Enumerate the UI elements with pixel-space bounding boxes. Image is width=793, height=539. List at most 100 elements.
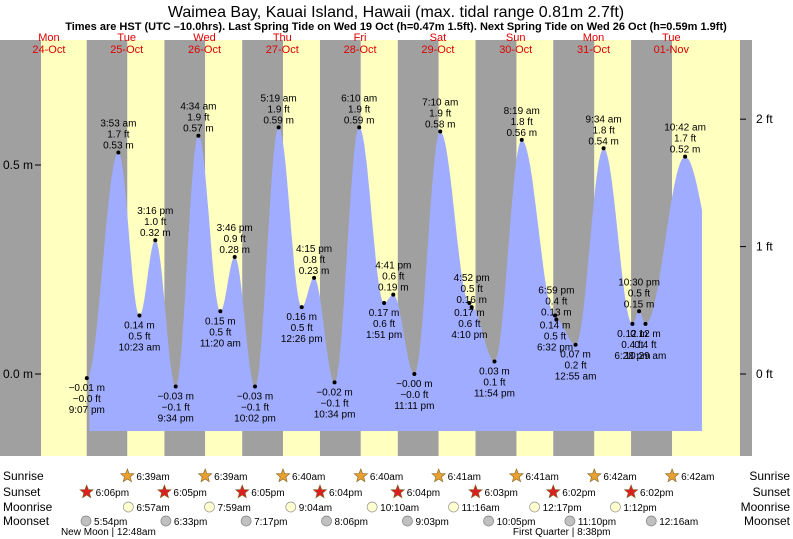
sunset-time: 6:03pm (485, 488, 518, 499)
low-tide-label: 4:10 pm (451, 330, 487, 341)
high-tide-point (153, 238, 158, 243)
high-tide-label: 7:10 am (422, 98, 458, 109)
left-axis: 0.5 m 0.0 m (3, 158, 41, 381)
sunset-time: 6:05pm (173, 488, 206, 499)
low-tide-label: 0.5 ft (544, 331, 566, 342)
day-date: 26-Oct (188, 44, 221, 56)
high-tide-label: 0.54 m (588, 136, 619, 147)
low-tide-point (299, 305, 304, 310)
high-tide-label: 3:16 pm (137, 206, 173, 217)
high-tide-label: 6:10 am (341, 93, 377, 104)
chart-title: Waimea Bay, Kauai Island, Hawaii (max. t… (168, 4, 624, 21)
moonset-icon (160, 515, 172, 527)
day-of-week: Thu (273, 32, 292, 44)
sunrise-icon (664, 468, 680, 483)
high-tide-point (276, 125, 281, 130)
day-of-week: Tue (662, 32, 681, 44)
sunrise-icon (508, 468, 524, 483)
low-tide-label: 0.4 ft (621, 340, 643, 351)
high-tide-label: 3:53 am (100, 118, 136, 129)
moonset-icon (483, 515, 494, 527)
sunset-icon (545, 484, 561, 499)
chart-subtitle: Times are HST (UTC –10.0hrs). Last Sprin… (65, 21, 727, 33)
tide-area (89, 127, 702, 432)
sunrise-time: 6:42am (681, 472, 714, 483)
moonrise-time: 9:04am (299, 503, 332, 514)
moonrise-icon (529, 501, 540, 513)
sunset-icon (390, 484, 406, 499)
low-tide-label: −0.1 ft (241, 403, 269, 414)
low-tide-label: 0.6 ft (458, 319, 480, 330)
low-tide-label: 0.12 m (630, 329, 661, 340)
moonset-time: 6:33pm (174, 517, 207, 528)
low-tide-label: 6:28 pm (614, 351, 650, 362)
high-tide-label: 0.52 m (670, 145, 701, 156)
low-tide-point (467, 300, 472, 305)
low-tide-label: 0.14 m (124, 320, 155, 331)
low-tide-label: −0.0 ft (73, 394, 101, 405)
low-tide-label: 0.1 ft (483, 377, 505, 388)
high-tide-label: 0.15 m (624, 299, 655, 310)
moonrise-time: 7:59am (217, 503, 250, 514)
moonset-time: 11:10pm (578, 517, 616, 528)
day-date: 01-Nov (654, 44, 690, 56)
moonrise-row-label: Moonrise (741, 500, 791, 514)
low-tide-label: −0.03 m (237, 392, 273, 403)
sunrise-icon (119, 468, 135, 483)
high-tide-label: 0.59 m (344, 115, 375, 126)
day-date: 28-Oct (344, 44, 377, 56)
high-tide-label: 1.9 ft (429, 109, 451, 120)
low-tide-point (173, 384, 178, 389)
high-tide-label: 6:59 pm (538, 286, 574, 297)
day-of-week: Mon (38, 32, 59, 44)
moonset-time: 12:16am (659, 517, 698, 528)
day-of-week: Tue (117, 32, 136, 44)
high-tide-label: 4:15 pm (296, 244, 332, 255)
high-tide-label: 0.9 ft (224, 234, 246, 245)
low-tide-point (382, 300, 387, 305)
frame-right (740, 40, 752, 456)
sunset-time: 6:02pm (562, 488, 595, 499)
high-tide-label: 0.32 m (140, 228, 171, 239)
day-band (41, 40, 87, 456)
moonset-icon (564, 515, 576, 527)
moonrise-icon (204, 501, 215, 513)
high-tide-label: 1.8 ft (592, 125, 614, 136)
moonset-time: 8:06pm (335, 517, 368, 528)
low-tide-label: 0.17 m (454, 308, 485, 319)
moonset-icon (321, 515, 332, 527)
low-tide-point (84, 376, 89, 381)
tide-extremes: −0.01 m−0.0 ft9:07 pm3:53 am1.7 ft0.53 m… (69, 93, 706, 424)
high-tide-point (637, 309, 642, 314)
right-tick-label: 0 ft (756, 367, 773, 381)
low-tide-label: −0.03 m (158, 392, 194, 403)
high-tide-point (683, 154, 688, 159)
moonset-icon (402, 515, 413, 527)
low-tide-label: 1:51 pm (366, 330, 402, 341)
high-tide-label: 0.57 m (183, 124, 214, 135)
high-tide-point (554, 317, 559, 322)
low-tide-label: 10:23 am (119, 342, 161, 353)
low-tide-label: −0.01 m (69, 383, 105, 394)
day-of-week: Wed (193, 32, 215, 44)
high-tide-label: 1.9 ft (187, 113, 209, 124)
low-tide-label: 0.17 m (369, 308, 400, 319)
low-tide-point (253, 384, 258, 389)
high-tide-point (438, 129, 443, 134)
day-of-week: Sat (430, 32, 447, 44)
low-tide-point (573, 342, 578, 347)
high-tide-label: 0.59 m (263, 115, 294, 126)
moonrise-icon (285, 501, 297, 513)
right-axis: 2 ft 1 ft 0 ft (740, 112, 773, 381)
high-tide-point (196, 133, 201, 138)
low-tide-label: −0.0 ft (400, 390, 428, 401)
day-of-week: Mon (583, 32, 604, 44)
low-tide-label: 12:55 am (555, 372, 597, 383)
low-tide-point (218, 309, 223, 314)
low-tide-label: 9:07 pm (69, 405, 105, 416)
sunset-icon (312, 484, 328, 499)
high-tide-label: 1.0 ft (144, 217, 166, 228)
moonrise-icon (122, 501, 134, 513)
sunrise-time: 6:39am (136, 472, 169, 483)
